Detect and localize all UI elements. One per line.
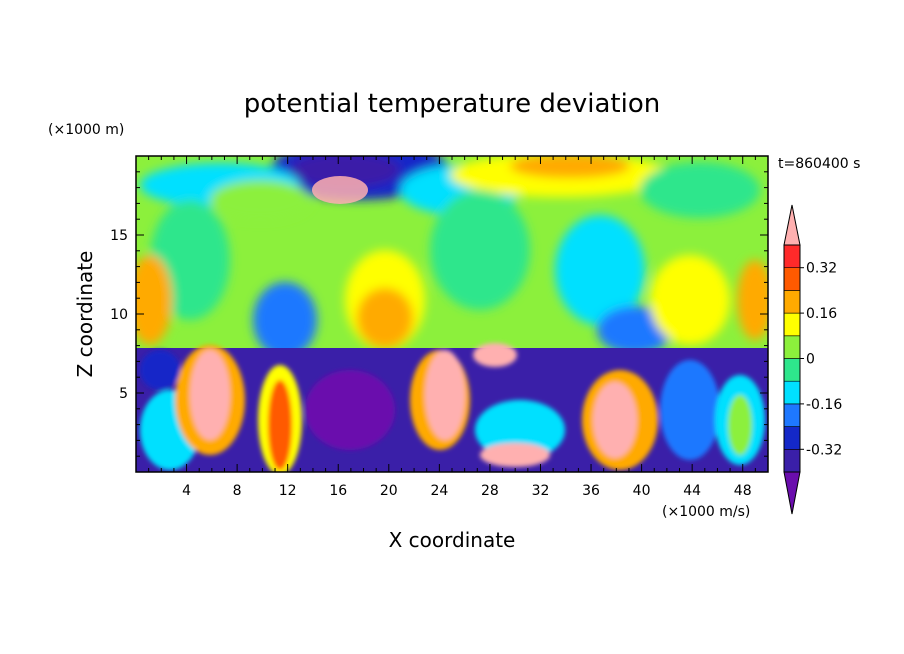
y-axis: 5 10 15 — [110, 171, 768, 457]
colorbar-tick-label: 0.32 — [806, 261, 837, 277]
field-patch — [140, 350, 180, 390]
field-patch — [650, 255, 730, 345]
field-patch — [357, 288, 413, 348]
field-patch — [555, 215, 645, 325]
x-unit-label: (×1000 m/s) — [662, 504, 750, 520]
y-axis-label: Z coordinate — [73, 251, 97, 378]
colorbar-tick-label: 0.16 — [806, 306, 837, 322]
field-patch — [480, 443, 550, 467]
x-axis: 4 8 12 16 20 24 28 32 36 40 44 48 — [148, 156, 756, 499]
heatmap-field — [136, 156, 768, 472]
field-patch — [290, 156, 400, 188]
x-tick-label: 36 — [582, 483, 600, 499]
colorbar-band — [783, 426, 801, 450]
field-patch — [253, 282, 317, 358]
colorbar-band — [783, 403, 801, 427]
x-tick-label: 32 — [532, 483, 550, 499]
colorbar-band — [783, 267, 801, 291]
x-tick-label: 16 — [329, 483, 347, 499]
y-tick-label: 10 — [110, 307, 128, 323]
field-patch — [190, 350, 230, 440]
colorbar-band — [783, 290, 801, 314]
x-tick-label: 40 — [633, 483, 651, 499]
colorbar-band — [783, 380, 801, 405]
y-tick-label: 15 — [110, 228, 128, 244]
x-tick-label: 44 — [683, 483, 701, 499]
y-tick-label: 5 — [119, 386, 128, 402]
field-patch — [312, 176, 368, 204]
colorbar-band — [783, 244, 801, 269]
x-tick-label: 28 — [481, 483, 499, 499]
x-axis-label: X coordinate — [389, 528, 516, 552]
colorbar-band — [783, 312, 801, 337]
colorbar-tick-label: 0 — [806, 352, 815, 368]
x-tick-label: 24 — [430, 483, 448, 499]
colorbar-band — [783, 448, 801, 473]
chart-title: potential temperature deviation — [244, 89, 660, 119]
x-tick-label: 4 — [182, 483, 191, 499]
colorbar-tick-label: -0.16 — [806, 397, 842, 413]
field-patch — [660, 360, 720, 460]
colorbar-tick-label: -0.32 — [806, 442, 842, 458]
field-patch — [136, 255, 172, 345]
x-tick-label: 8 — [233, 483, 242, 499]
field-patch — [210, 180, 310, 220]
field-patch — [737, 260, 768, 340]
field-patch — [430, 190, 530, 310]
colorbar-extend-high — [783, 204, 801, 246]
field-patch — [640, 162, 760, 218]
x-tick-label: 12 — [279, 483, 297, 499]
field-patch — [728, 395, 752, 455]
field-patch — [593, 382, 637, 458]
field-patch — [305, 370, 395, 450]
colorbar-band — [783, 358, 801, 382]
x-tick-label: 20 — [380, 483, 398, 499]
field-patch — [268, 380, 292, 470]
field-patch — [425, 350, 465, 440]
y-unit-label: (×1000 m) — [48, 122, 124, 138]
colorbar-band — [783, 335, 801, 359]
colorbar-extend-low — [783, 471, 801, 515]
colorbar: 0.32 0.16 0 -0.16 -0.32 — [783, 204, 842, 515]
field-patch — [473, 343, 517, 367]
x-tick-label: 48 — [734, 483, 752, 499]
time-label: t=860400 s — [778, 156, 860, 172]
